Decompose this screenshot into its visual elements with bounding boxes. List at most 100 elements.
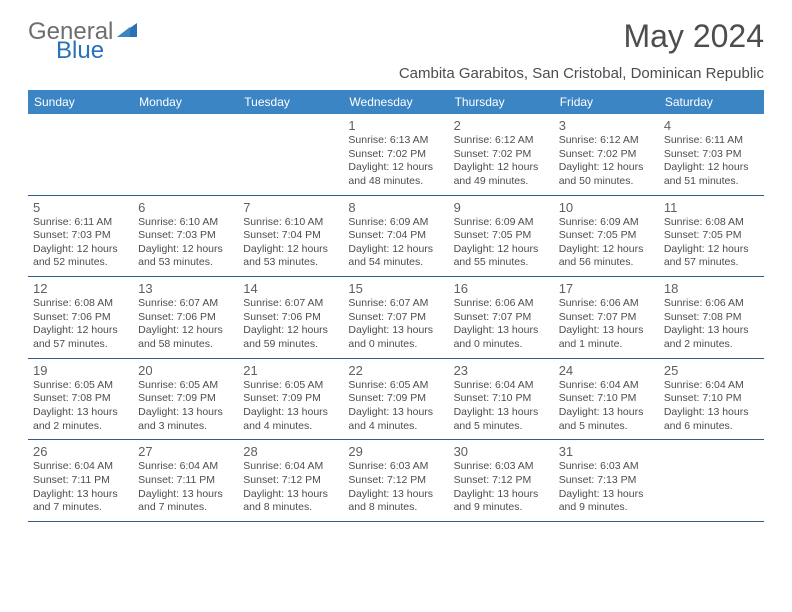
day-detail-line: Sunset: 7:03 PM <box>664 148 759 162</box>
day-cell: 16Sunrise: 6:06 AMSunset: 7:07 PMDayligh… <box>449 277 554 358</box>
weekday-header: Tuesday <box>238 90 343 114</box>
day-cell: 10Sunrise: 6:09 AMSunset: 7:05 PMDayligh… <box>554 196 659 277</box>
day-cell: 25Sunrise: 6:04 AMSunset: 7:10 PMDayligh… <box>659 359 764 440</box>
day-detail-line: Sunset: 7:03 PM <box>33 229 128 243</box>
day-number: 25 <box>664 363 759 378</box>
day-detail-line: Sunset: 7:07 PM <box>559 311 654 325</box>
day-detail-line: Daylight: 12 hours <box>559 243 654 257</box>
day-number: 18 <box>664 281 759 296</box>
weekday-header: Saturday <box>659 90 764 114</box>
day-cell: 7Sunrise: 6:10 AMSunset: 7:04 PMDaylight… <box>238 196 343 277</box>
day-detail-line: and 9 minutes. <box>454 501 549 515</box>
day-detail-line: Sunrise: 6:04 AM <box>243 460 338 474</box>
day-number: 13 <box>138 281 233 296</box>
day-detail-line: Sunrise: 6:06 AM <box>664 297 759 311</box>
day-detail-line: and 7 minutes. <box>33 501 128 515</box>
day-detail-line: Daylight: 12 hours <box>454 243 549 257</box>
day-detail-line: Daylight: 12 hours <box>33 324 128 338</box>
day-detail-line: Sunrise: 6:13 AM <box>348 134 443 148</box>
day-detail-line: Daylight: 13 hours <box>243 406 338 420</box>
day-number: 24 <box>559 363 654 378</box>
day-detail-line: Sunset: 7:08 PM <box>664 311 759 325</box>
day-detail-line: Daylight: 12 hours <box>348 243 443 257</box>
day-detail-line: Sunrise: 6:06 AM <box>454 297 549 311</box>
day-cell: 15Sunrise: 6:07 AMSunset: 7:07 PMDayligh… <box>343 277 448 358</box>
day-detail-line: Daylight: 12 hours <box>664 161 759 175</box>
day-detail-line: Daylight: 12 hours <box>664 243 759 257</box>
day-detail-line: Daylight: 13 hours <box>559 488 654 502</box>
day-detail-line: Sunset: 7:05 PM <box>664 229 759 243</box>
day-cell: 1Sunrise: 6:13 AMSunset: 7:02 PMDaylight… <box>343 114 448 195</box>
day-detail-line: and 0 minutes. <box>348 338 443 352</box>
day-detail-line: Daylight: 13 hours <box>348 406 443 420</box>
day-detail-line: Sunset: 7:11 PM <box>138 474 233 488</box>
day-cell: 5Sunrise: 6:11 AMSunset: 7:03 PMDaylight… <box>28 196 133 277</box>
day-detail-line: Sunrise: 6:03 AM <box>348 460 443 474</box>
day-detail-line: Daylight: 13 hours <box>348 488 443 502</box>
day-detail-line: Sunset: 7:12 PM <box>243 474 338 488</box>
day-cell: 28Sunrise: 6:04 AMSunset: 7:12 PMDayligh… <box>238 440 343 521</box>
day-number: 9 <box>454 200 549 215</box>
day-detail-line: Sunrise: 6:05 AM <box>348 379 443 393</box>
day-number: 7 <box>243 200 338 215</box>
day-detail-line: Sunrise: 6:11 AM <box>664 134 759 148</box>
day-detail-line: Sunrise: 6:04 AM <box>454 379 549 393</box>
day-detail-line: Sunset: 7:10 PM <box>664 392 759 406</box>
day-detail-line: Daylight: 13 hours <box>138 488 233 502</box>
day-detail-line: Sunset: 7:05 PM <box>559 229 654 243</box>
weekday-header-row: SundayMondayTuesdayWednesdayThursdayFrid… <box>28 90 764 114</box>
day-detail-line: Sunrise: 6:07 AM <box>138 297 233 311</box>
empty-day-cell <box>659 440 764 521</box>
day-number: 5 <box>33 200 128 215</box>
day-cell: 22Sunrise: 6:05 AMSunset: 7:09 PMDayligh… <box>343 359 448 440</box>
day-detail-line: and 57 minutes. <box>664 256 759 270</box>
calendar-grid: SundayMondayTuesdayWednesdayThursdayFrid… <box>28 90 764 522</box>
day-detail-line: Daylight: 13 hours <box>559 406 654 420</box>
day-detail-line: and 8 minutes. <box>348 501 443 515</box>
day-detail-line: Daylight: 12 hours <box>454 161 549 175</box>
day-detail-line: Sunrise: 6:05 AM <box>138 379 233 393</box>
day-detail-line: Sunset: 7:11 PM <box>33 474 128 488</box>
day-detail-line: and 53 minutes. <box>243 256 338 270</box>
day-detail-line: Sunrise: 6:06 AM <box>559 297 654 311</box>
day-number: 1 <box>348 118 443 133</box>
day-number: 15 <box>348 281 443 296</box>
day-detail-line: and 51 minutes. <box>664 175 759 189</box>
day-detail-line: and 4 minutes. <box>243 420 338 434</box>
day-detail-line: Sunrise: 6:12 AM <box>559 134 654 148</box>
day-detail-line: Daylight: 13 hours <box>454 488 549 502</box>
day-detail-line: Daylight: 13 hours <box>559 324 654 338</box>
weekday-header: Friday <box>554 90 659 114</box>
day-detail-line: Sunset: 7:02 PM <box>348 148 443 162</box>
day-detail-line: Sunrise: 6:08 AM <box>33 297 128 311</box>
day-detail-line: Sunset: 7:05 PM <box>454 229 549 243</box>
day-detail-line: and 6 minutes. <box>664 420 759 434</box>
day-number: 30 <box>454 444 549 459</box>
day-detail-line: Sunrise: 6:05 AM <box>33 379 128 393</box>
weekday-header: Wednesday <box>343 90 448 114</box>
day-detail-line: and 9 minutes. <box>559 501 654 515</box>
day-cell: 31Sunrise: 6:03 AMSunset: 7:13 PMDayligh… <box>554 440 659 521</box>
day-detail-line: and 5 minutes. <box>559 420 654 434</box>
day-cell: 12Sunrise: 6:08 AMSunset: 7:06 PMDayligh… <box>28 277 133 358</box>
day-detail-line: and 53 minutes. <box>138 256 233 270</box>
day-detail-line: Sunset: 7:07 PM <box>454 311 549 325</box>
day-detail-line: Sunrise: 6:11 AM <box>33 216 128 230</box>
day-number: 21 <box>243 363 338 378</box>
day-detail-line: and 56 minutes. <box>559 256 654 270</box>
day-detail-line: Daylight: 12 hours <box>138 243 233 257</box>
day-detail-line: Sunset: 7:07 PM <box>348 311 443 325</box>
day-detail-line: Sunrise: 6:04 AM <box>559 379 654 393</box>
calendar-page: General May 2024 Blue Cambita Garabitos,… <box>0 0 792 540</box>
day-detail-line: Sunset: 7:12 PM <box>348 474 443 488</box>
day-detail-line: and 4 minutes. <box>348 420 443 434</box>
day-cell: 18Sunrise: 6:06 AMSunset: 7:08 PMDayligh… <box>659 277 764 358</box>
day-detail-line: and 1 minute. <box>559 338 654 352</box>
day-detail-line: Sunrise: 6:12 AM <box>454 134 549 148</box>
day-detail-line: Sunrise: 6:10 AM <box>243 216 338 230</box>
day-detail-line: and 5 minutes. <box>454 420 549 434</box>
day-detail-line: and 54 minutes. <box>348 256 443 270</box>
day-cell: 9Sunrise: 6:09 AMSunset: 7:05 PMDaylight… <box>449 196 554 277</box>
day-number: 22 <box>348 363 443 378</box>
week-row: 26Sunrise: 6:04 AMSunset: 7:11 PMDayligh… <box>28 440 764 522</box>
